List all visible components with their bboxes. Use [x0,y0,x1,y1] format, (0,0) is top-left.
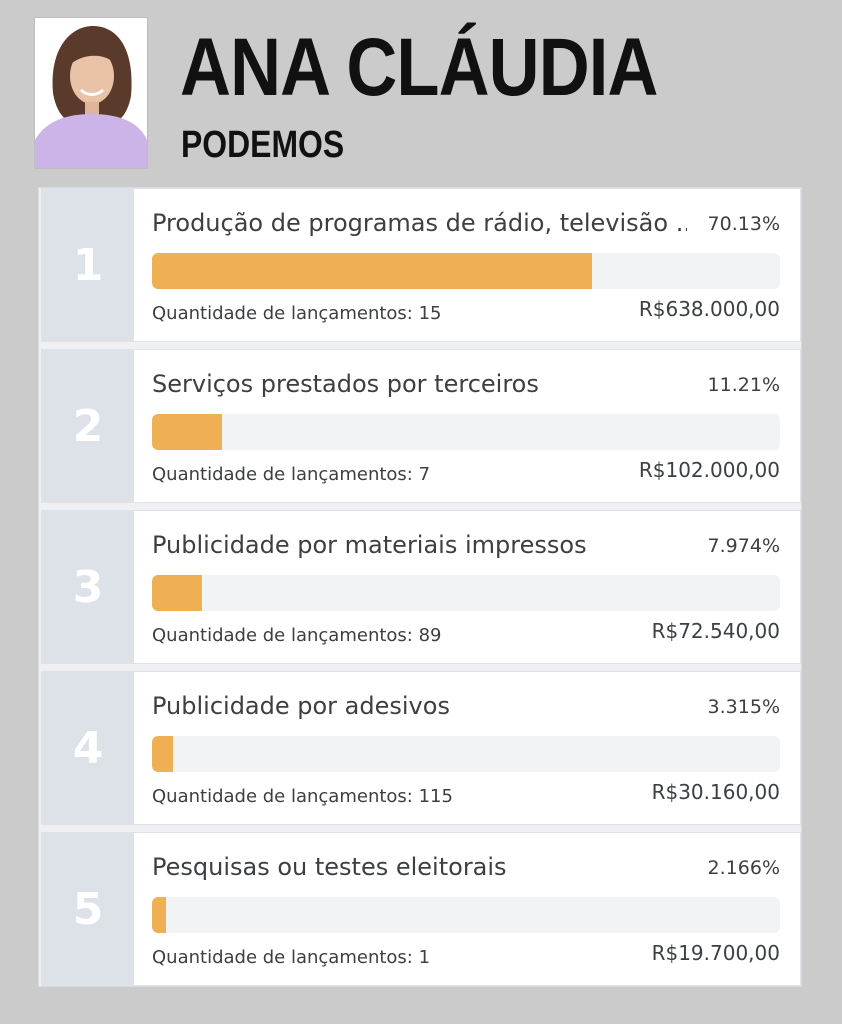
entries-count: Quantidade de lançamentos: 89 [152,625,442,646]
candidate-photo [34,17,148,169]
expense-percent: 2.166% [707,857,780,879]
share-bar-fill [152,253,593,289]
rank-number: 1 [42,189,134,341]
share-bar-track [152,253,780,289]
expense-amount: R$30.160,00 [651,780,780,804]
share-bar-track [152,736,780,772]
expense-category-label: Pesquisas ou testes eleitorais [152,853,507,881]
expense-percent: 7.974% [707,535,780,557]
share-bar-fill [152,575,203,611]
rank-number: 3 [42,511,134,663]
rank-number: 2 [42,350,134,502]
share-bar-track [152,575,780,611]
ranking-item[interactable]: 5 Pesquisas ou testes eleitorais 2.166% … [42,833,800,985]
entries-count-value: 115 [418,786,453,807]
rank-number: 4 [42,672,134,824]
expense-amount: R$102.000,00 [638,458,780,482]
expense-amount: R$72.540,00 [651,619,780,643]
rank-number: 5 [42,833,134,985]
entries-count-label: Quantidade de lançamentos: [152,947,413,968]
entries-count-label: Quantidade de lançamentos: [152,786,413,807]
entries-count-label: Quantidade de lançamentos: [152,464,413,485]
expense-amount: R$638.000,00 [638,297,780,321]
ranking-item[interactable]: 1 Produção de programas de rádio, televi… [42,189,800,341]
expense-ranking-list: 1 Produção de programas de rádio, televi… [38,187,802,987]
candidate-name: ANA CLÁUDIA [180,22,658,113]
expense-category-label: Produção de programas de rádio, televisã… [152,209,687,237]
entries-count-value: 1 [418,947,431,968]
share-bar-track [152,414,780,450]
ranking-item[interactable]: 3 Publicidade por materiais impressos 7.… [42,511,800,663]
entries-count-value: 15 [418,303,442,324]
share-bar-fill [152,414,223,450]
entries-count-value: 89 [418,625,442,646]
expense-category-label: Publicidade por materiais impressos [152,531,587,559]
entries-count: Quantidade de lançamentos: 15 [152,303,442,324]
expense-percent: 11.21% [707,374,780,396]
entries-count: Quantidade de lançamentos: 1 [152,947,430,968]
entries-count: Quantidade de lançamentos: 115 [152,786,453,807]
candidate-party: PODEMOS [181,124,345,166]
share-bar-fill [152,736,173,772]
entries-count: Quantidade de lançamentos: 7 [152,464,430,485]
ranking-item[interactable]: 4 Publicidade por adesivos 3.315% Quanti… [42,672,800,824]
ranking-item[interactable]: 2 Serviços prestados por terceiros 11.21… [42,350,800,502]
share-bar-track [152,897,780,933]
entries-count-value: 7 [418,464,431,485]
expense-amount: R$19.700,00 [651,941,780,965]
share-bar-fill [152,897,166,933]
expense-percent: 3.315% [707,696,780,718]
expense-category-label: Publicidade por adesivos [152,692,450,720]
candidate-portrait-icon [35,18,147,168]
expense-category-label: Serviços prestados por terceiros [152,370,539,398]
entries-count-label: Quantidade de lançamentos: [152,625,413,646]
entries-count-label: Quantidade de lançamentos: [152,303,413,324]
expense-percent: 70.13% [707,213,780,235]
